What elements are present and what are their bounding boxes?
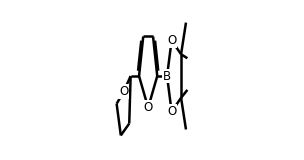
Text: O: O bbox=[119, 85, 128, 98]
Text: O: O bbox=[167, 105, 176, 118]
Text: O: O bbox=[167, 34, 176, 47]
Text: B: B bbox=[163, 70, 171, 83]
Text: O: O bbox=[143, 101, 153, 114]
